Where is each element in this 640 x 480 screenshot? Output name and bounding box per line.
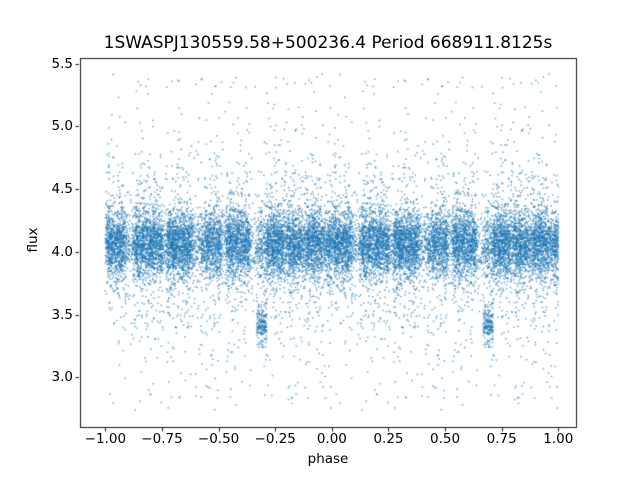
y-tick-label: 4.5 (51, 181, 73, 198)
y-axis-label: flux (25, 227, 41, 253)
x-tick-label: 0.00 (316, 431, 347, 447)
x-tick-label: 1.00 (543, 431, 574, 447)
x-tick-label: 0.75 (486, 431, 517, 447)
y-tick-label: 3.0 (51, 369, 73, 386)
x-axis-label: phase (307, 451, 349, 467)
y-tick-label: 3.5 (51, 306, 73, 323)
y-tick-label: 5.5 (51, 55, 73, 72)
y-tick-label: 5.0 (51, 118, 73, 135)
chart-title: 1SWASPJ130559.58+500236.4 Period 668911.… (103, 33, 553, 53)
x-tick-label: −1.00 (84, 431, 127, 447)
x-tick-label: 0.50 (430, 431, 461, 447)
x-tick-label: −0.50 (197, 431, 240, 447)
x-tick-label: −0.75 (141, 431, 183, 447)
x-tick-label: 0.25 (373, 431, 404, 447)
x-tick-label: −0.25 (254, 431, 296, 447)
y-tick-label: 4.0 (51, 243, 73, 260)
